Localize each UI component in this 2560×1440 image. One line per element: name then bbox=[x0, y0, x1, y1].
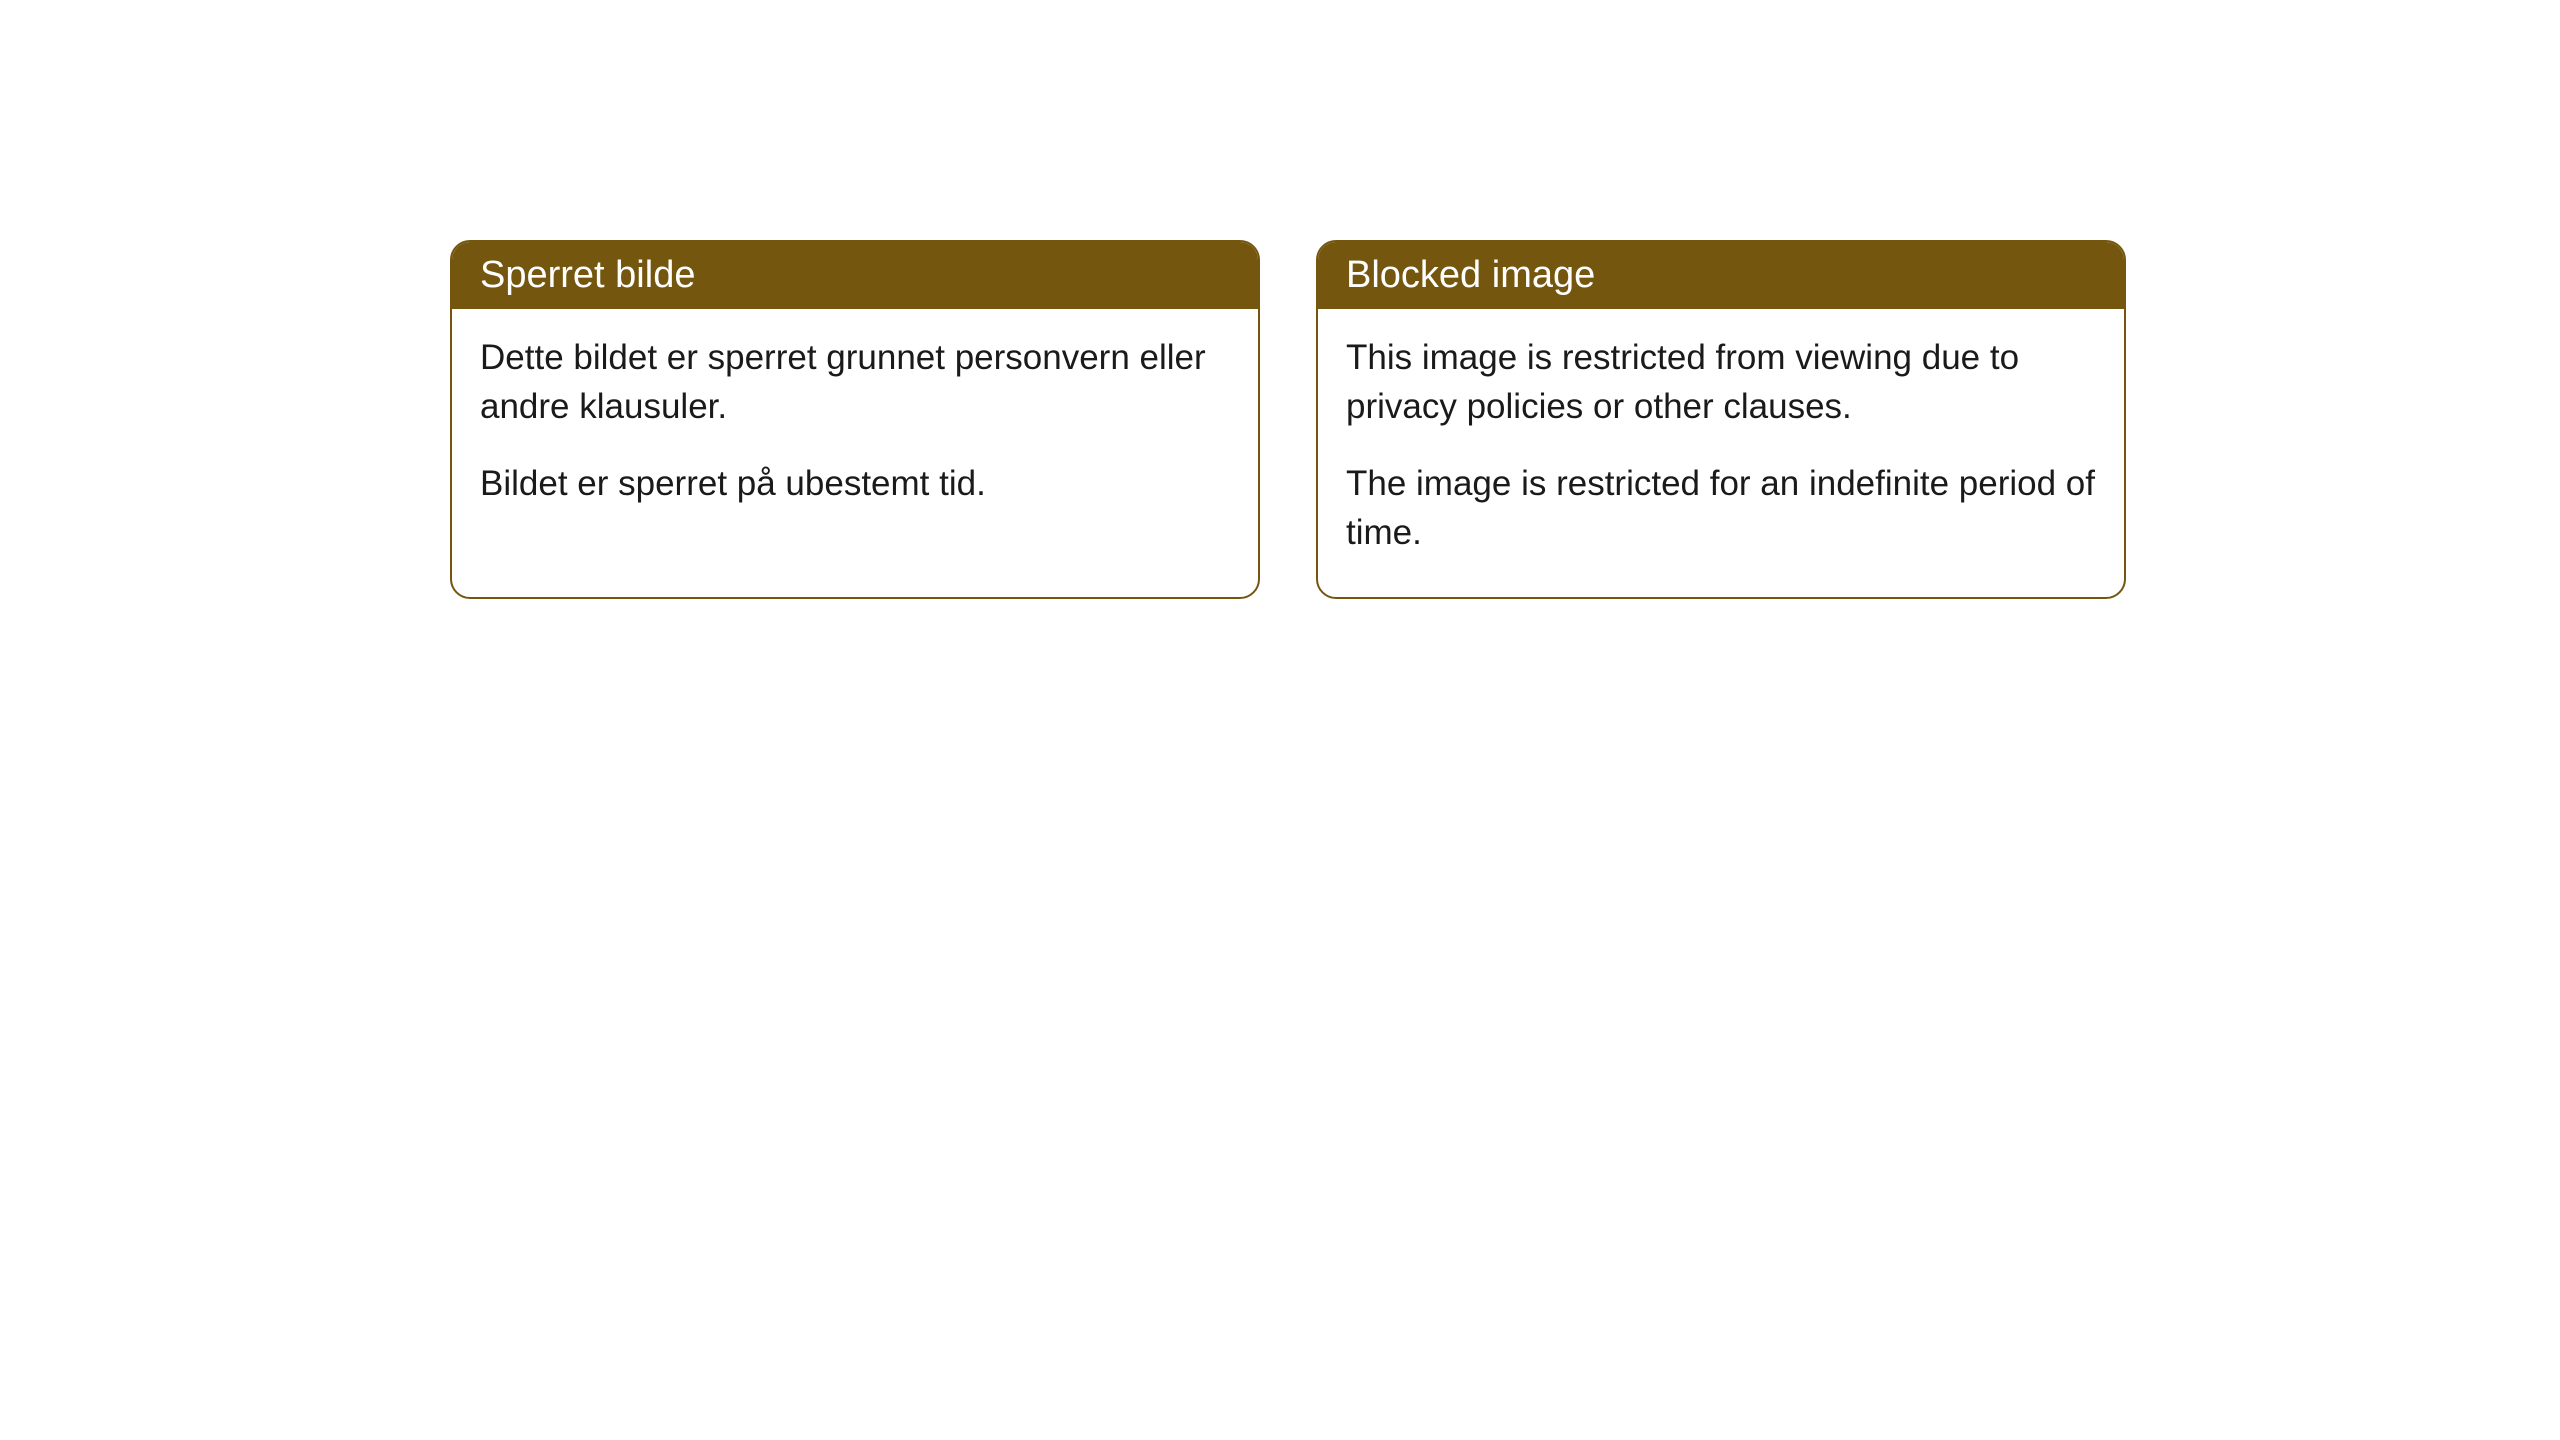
card-body: This image is restricted from viewing du… bbox=[1318, 309, 2124, 597]
notice-cards-container: Sperret bilde Dette bildet er sperret gr… bbox=[450, 240, 2126, 599]
card-title: Sperret bilde bbox=[480, 254, 695, 296]
notice-card-norwegian: Sperret bilde Dette bildet er sperret gr… bbox=[450, 240, 1260, 599]
card-header: Sperret bilde bbox=[452, 242, 1258, 309]
card-paragraph-2: Bildet er sperret på ubestemt tid. bbox=[480, 459, 1230, 508]
card-title: Blocked image bbox=[1346, 254, 1595, 296]
card-header: Blocked image bbox=[1318, 242, 2124, 309]
notice-card-english: Blocked image This image is restricted f… bbox=[1316, 240, 2126, 599]
card-paragraph-1: Dette bildet er sperret grunnet personve… bbox=[480, 333, 1230, 431]
card-paragraph-1: This image is restricted from viewing du… bbox=[1346, 333, 2096, 431]
card-body: Dette bildet er sperret grunnet personve… bbox=[452, 309, 1258, 548]
card-paragraph-2: The image is restricted for an indefinit… bbox=[1346, 459, 2096, 557]
